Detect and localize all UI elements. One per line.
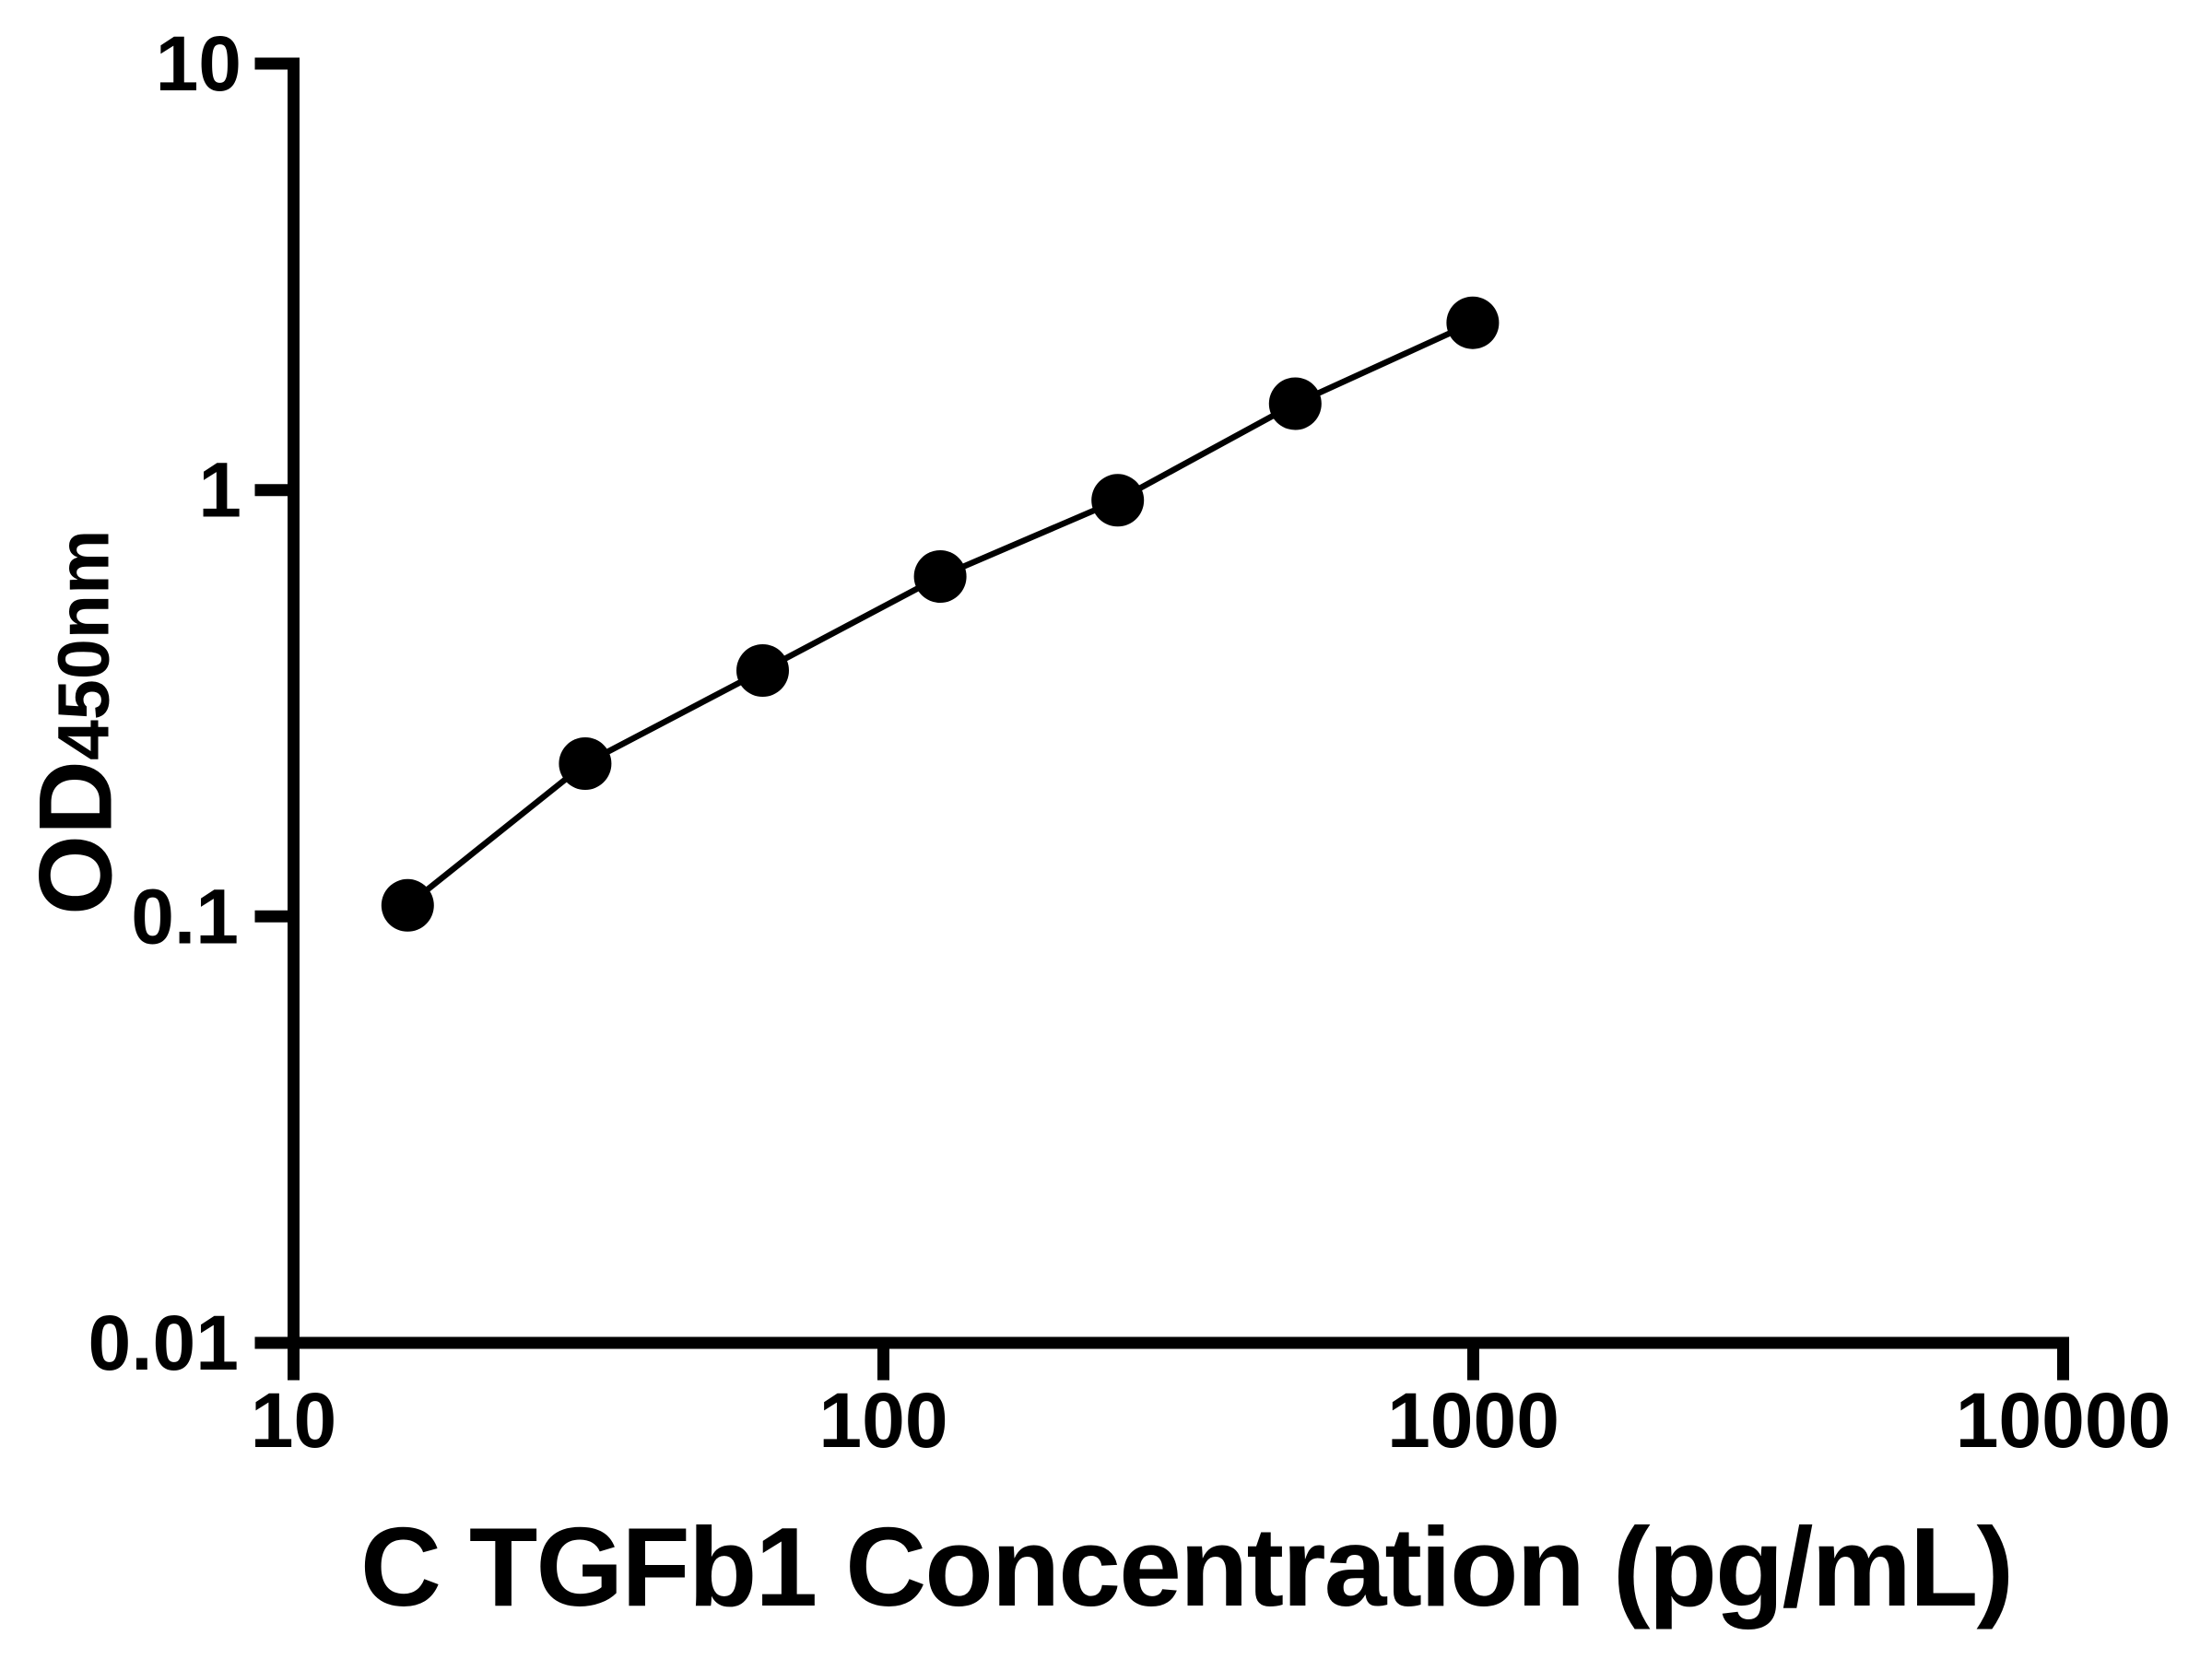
svg-text:1: 1: [198, 447, 241, 534]
svg-text:0.1: 0.1: [131, 873, 239, 959]
svg-text:10000: 10000: [1956, 1377, 2171, 1464]
svg-text:C TGFb1 Concentration (pg/mL): C TGFb1 Concentration (pg/mL): [360, 1504, 2012, 1630]
svg-text:0.01: 0.01: [88, 1300, 240, 1386]
svg-text:1000: 1000: [1387, 1377, 1559, 1464]
svg-text:10: 10: [251, 1377, 336, 1464]
svg-text:100: 100: [818, 1377, 947, 1464]
svg-text:10: 10: [156, 20, 241, 107]
